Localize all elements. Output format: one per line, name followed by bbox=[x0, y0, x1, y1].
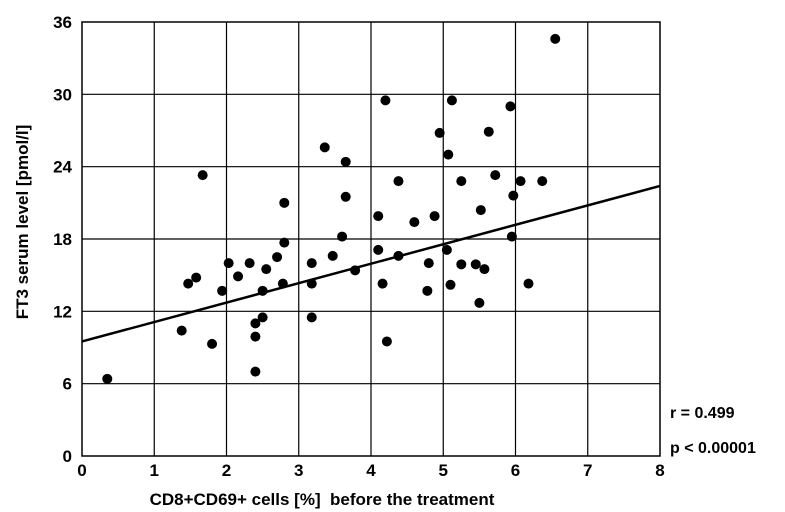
x-tick-label: 1 bbox=[150, 461, 159, 480]
y-tick-label: 30 bbox=[53, 85, 72, 104]
x-tick-label: 5 bbox=[439, 461, 448, 480]
data-point bbox=[381, 336, 392, 347]
x-tick-label: 0 bbox=[77, 461, 86, 480]
data-point bbox=[423, 258, 434, 269]
data-points bbox=[102, 33, 561, 384]
data-point bbox=[340, 191, 351, 202]
x-tick-label: 7 bbox=[583, 461, 592, 480]
y-axis-title: FT3 serum level [pmol/l] bbox=[13, 125, 32, 320]
y-tick-label: 0 bbox=[63, 447, 72, 466]
y-tick-labels: 0 6 12 18 24 30 36 bbox=[53, 13, 72, 466]
y-tick-label: 6 bbox=[63, 375, 72, 394]
data-point bbox=[183, 278, 194, 289]
data-point bbox=[422, 285, 433, 296]
data-point bbox=[197, 170, 208, 181]
data-point bbox=[474, 297, 485, 308]
data-point bbox=[377, 278, 388, 289]
data-point bbox=[393, 176, 404, 187]
data-point bbox=[479, 264, 490, 275]
data-point bbox=[207, 338, 218, 349]
data-point bbox=[490, 170, 501, 181]
data-point bbox=[445, 279, 456, 290]
p-value-annotation: p < 0.00001 bbox=[670, 440, 756, 457]
data-point bbox=[508, 190, 519, 201]
data-point bbox=[550, 33, 561, 44]
x-tick-label: 2 bbox=[222, 461, 231, 480]
data-point bbox=[261, 264, 272, 275]
data-point bbox=[244, 258, 255, 269]
correlation-annotation: r = 0.499 bbox=[670, 405, 735, 422]
data-point bbox=[443, 149, 454, 160]
data-point bbox=[456, 176, 467, 187]
data-point bbox=[441, 244, 452, 255]
regression-line bbox=[81, 184, 661, 343]
data-point bbox=[434, 127, 445, 138]
data-point bbox=[523, 278, 534, 289]
data-point bbox=[306, 258, 317, 269]
y-tick-label: 24 bbox=[53, 158, 72, 177]
data-point bbox=[272, 252, 283, 263]
data-point bbox=[191, 272, 202, 283]
y-tick-label: 36 bbox=[53, 13, 72, 32]
data-point bbox=[515, 176, 526, 187]
data-point bbox=[257, 285, 268, 296]
data-point bbox=[306, 278, 317, 289]
x-tick-label: 8 bbox=[655, 461, 664, 480]
grid bbox=[82, 22, 660, 456]
data-point bbox=[506, 231, 517, 242]
data-point bbox=[306, 312, 317, 323]
data-point bbox=[250, 331, 261, 342]
data-point bbox=[537, 176, 548, 187]
data-point bbox=[393, 250, 404, 261]
data-point bbox=[337, 231, 348, 242]
plot-frame bbox=[81, 21, 661, 457]
data-point bbox=[176, 325, 187, 336]
data-point bbox=[373, 244, 384, 255]
data-point bbox=[380, 95, 391, 106]
x-tick-labels: 0 1 2 3 4 5 6 7 8 bbox=[77, 461, 664, 480]
data-point bbox=[429, 211, 440, 222]
data-point bbox=[250, 366, 261, 377]
data-point bbox=[257, 312, 268, 323]
data-point bbox=[340, 156, 351, 167]
data-point bbox=[279, 197, 290, 208]
x-tick-label: 3 bbox=[294, 461, 303, 480]
data-point bbox=[456, 259, 467, 270]
data-point bbox=[277, 278, 288, 289]
data-point bbox=[475, 205, 486, 216]
x-tick-label: 6 bbox=[511, 461, 520, 480]
data-point bbox=[327, 250, 338, 261]
data-point bbox=[505, 101, 516, 112]
data-point bbox=[279, 237, 290, 248]
data-point bbox=[102, 373, 113, 384]
data-point bbox=[319, 142, 330, 153]
y-tick-label: 12 bbox=[53, 302, 72, 321]
data-point bbox=[446, 95, 457, 106]
data-point bbox=[223, 258, 234, 269]
x-tick-label: 4 bbox=[366, 461, 376, 480]
data-point bbox=[483, 126, 494, 137]
data-point bbox=[233, 271, 244, 282]
data-point bbox=[350, 265, 361, 276]
data-point bbox=[250, 318, 261, 329]
y-tick-label: 18 bbox=[53, 230, 72, 249]
data-point bbox=[470, 259, 481, 270]
data-point bbox=[217, 285, 228, 296]
x-axis-title: CD8+CD69+ cells [%] before the treatment bbox=[150, 490, 495, 509]
data-point bbox=[409, 217, 420, 228]
data-point bbox=[373, 211, 384, 222]
